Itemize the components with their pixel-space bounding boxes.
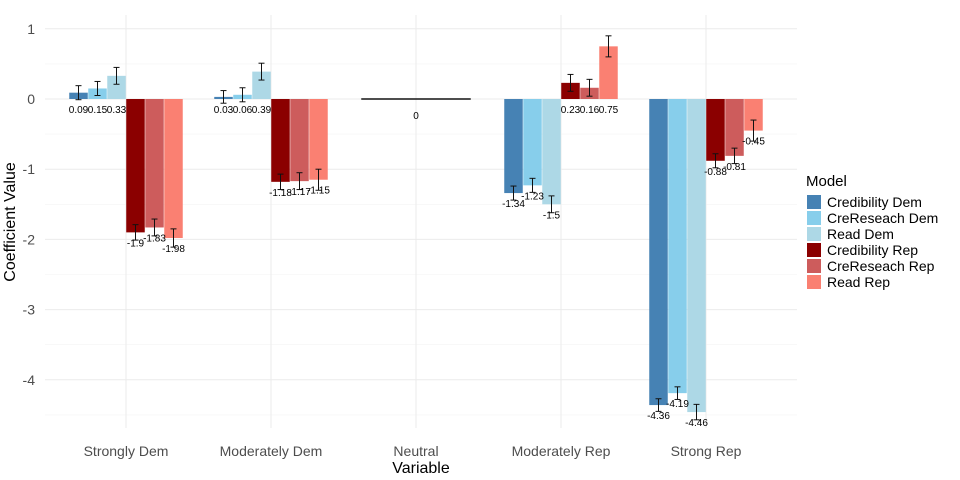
x-tick-label: Strongly Dem: [84, 443, 169, 459]
data-label: 0.15: [88, 105, 108, 116]
data-label: -1.98: [162, 244, 185, 255]
y-tick-label: -2: [23, 231, 36, 247]
legend-swatch: [807, 195, 821, 209]
x-axis-ticks: Strongly Dem Moderately Dem Neutral Moderat…: [84, 443, 742, 459]
y-tick-label: 0: [27, 91, 35, 107]
data-label: 0.33: [107, 105, 127, 116]
data-label: 0.03: [214, 105, 234, 116]
data-label: -1.34: [502, 199, 525, 210]
legend-title: Model: [806, 173, 847, 190]
data-label: 0: [413, 111, 419, 122]
legend-swatch: [807, 275, 821, 289]
data-label: 0.09: [69, 105, 89, 116]
data-label: 0.06: [233, 105, 253, 116]
data-label: 0.16: [580, 105, 600, 116]
data-label: 0.39: [252, 105, 272, 116]
bar: [309, 99, 328, 180]
legend-label: Read Rep: [827, 274, 890, 290]
data-label: -1.9: [127, 238, 145, 249]
x-tick-label: Strong Rep: [671, 443, 742, 459]
y-tick-label: -4: [23, 372, 36, 388]
bar: [706, 99, 725, 161]
bar: [271, 99, 290, 182]
bar: [361, 98, 471, 100]
legend-label: Credibility Rep: [827, 242, 918, 258]
data-label: 0.75: [599, 105, 619, 116]
y-axis-ticks: 1 0 -1 -2 -3 -4: [23, 21, 36, 388]
bar: [668, 99, 687, 394]
bar: [649, 99, 668, 406]
x-tick-label: Neutral: [393, 443, 438, 459]
data-label: -0.88: [704, 167, 727, 178]
y-tick-label: 1: [27, 21, 35, 37]
bar: [687, 99, 706, 413]
y-tick-label: -1: [23, 161, 36, 177]
data-label: -0.45: [742, 137, 765, 148]
data-label: -0.81: [723, 162, 746, 173]
x-tick-label: Moderately Dem: [220, 443, 323, 459]
bar: [744, 99, 763, 131]
legend-label: Read Dem: [827, 226, 894, 242]
legend-label: CreReseach Dem: [827, 210, 938, 226]
bar: [725, 99, 744, 156]
error-bars: [75, 35, 757, 421]
data-label: -1.15: [307, 186, 330, 197]
bar: [126, 99, 145, 233]
bar: [542, 99, 561, 205]
legend-label: CreReseach Rep: [827, 258, 935, 274]
y-axis-title: Coefficient Value: [2, 162, 19, 282]
data-label: -1.17: [288, 187, 311, 198]
bar: [523, 99, 542, 186]
data-labels: 0.09 0.15 0.33 -1.9-1.83-1.98 0.03 0.06 0.39 -1…: [69, 105, 766, 429]
x-tick-label: Moderately Rep: [512, 443, 611, 459]
legend-label: Credibility Dem: [827, 194, 922, 210]
bar: [164, 99, 183, 238]
data-label: -1.18: [269, 188, 292, 199]
bar: [290, 99, 309, 182]
bar: [504, 99, 523, 194]
legend-swatch: [807, 259, 821, 273]
bar: [107, 75, 126, 99]
legend-swatch: [807, 211, 821, 225]
bar: [145, 99, 164, 228]
data-label: -4.19: [666, 399, 689, 410]
data-label: -1.5: [543, 210, 561, 221]
data-label: -4.46: [685, 418, 708, 429]
data-label: 0.23: [561, 105, 581, 116]
data-label: -1.23: [521, 191, 544, 202]
data-label: -1.83: [143, 233, 166, 244]
y-tick-label: -3: [23, 302, 36, 318]
legend-swatch: [807, 227, 821, 241]
data-label: -4.36: [647, 411, 670, 422]
legend-swatch: [807, 243, 821, 257]
x-axis-title: Variable: [392, 460, 450, 477]
bar: [599, 46, 618, 99]
bar: [252, 71, 271, 99]
